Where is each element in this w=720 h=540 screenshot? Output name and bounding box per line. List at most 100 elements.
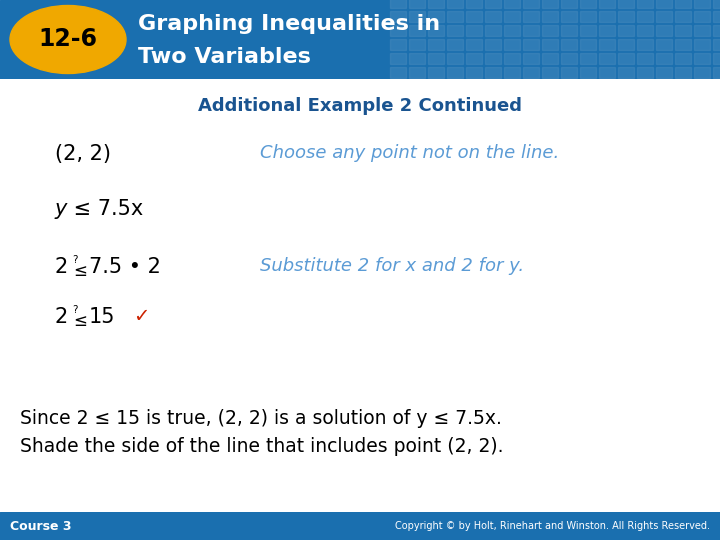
Bar (713, 39, 720, 50)
Bar (504, 39, 520, 50)
Bar (599, 67, 615, 78)
Bar (561, 25, 577, 36)
Bar (504, 0, 520, 8)
Bar (542, 25, 558, 36)
Bar (713, 0, 720, 8)
Bar (523, 53, 539, 64)
Bar (447, 39, 463, 50)
Ellipse shape (10, 5, 126, 73)
Bar (466, 25, 482, 36)
Bar (466, 67, 482, 78)
Bar (561, 11, 577, 22)
Bar (542, 53, 558, 64)
Bar (542, 67, 558, 78)
Bar (694, 39, 710, 50)
Text: Substitute 2 for x and 2 for y.: Substitute 2 for x and 2 for y. (260, 257, 524, 275)
Bar (485, 67, 501, 78)
Bar (428, 53, 444, 64)
Bar (618, 25, 634, 36)
Bar (694, 0, 710, 8)
Bar (390, 53, 406, 64)
Bar (504, 67, 520, 78)
Bar (694, 53, 710, 64)
Bar (656, 0, 672, 8)
Bar (656, 39, 672, 50)
Bar (523, 0, 539, 8)
Bar (466, 53, 482, 64)
Bar (485, 39, 501, 50)
Bar (580, 53, 596, 64)
Text: 15: 15 (89, 307, 115, 327)
Bar (504, 11, 520, 22)
Bar (390, 67, 406, 78)
Bar (409, 39, 425, 50)
Bar (580, 11, 596, 22)
Text: 7.5 • 2: 7.5 • 2 (89, 257, 161, 277)
Bar (561, 39, 577, 50)
Bar (599, 39, 615, 50)
Bar (409, 11, 425, 22)
Text: (2, 2): (2, 2) (55, 144, 111, 164)
Bar (580, 67, 596, 78)
Text: 12-6: 12-6 (38, 28, 97, 51)
Bar (580, 39, 596, 50)
Bar (656, 53, 672, 64)
Bar (637, 53, 653, 64)
Bar (523, 39, 539, 50)
Bar (466, 39, 482, 50)
Bar (580, 25, 596, 36)
Bar (637, 39, 653, 50)
Text: ?: ? (72, 305, 78, 315)
Bar (504, 25, 520, 36)
Bar (447, 25, 463, 36)
Bar (504, 53, 520, 64)
Bar (599, 11, 615, 22)
Bar (694, 25, 710, 36)
Text: ≤ 7.5x: ≤ 7.5x (67, 199, 143, 219)
Bar (637, 11, 653, 22)
Bar (542, 0, 558, 8)
Bar (447, 0, 463, 8)
Bar (580, 0, 596, 8)
Bar (523, 67, 539, 78)
Bar (542, 39, 558, 50)
Bar (409, 67, 425, 78)
Bar (542, 11, 558, 22)
Bar (390, 39, 406, 50)
Bar (713, 53, 720, 64)
Bar (618, 39, 634, 50)
Bar (485, 11, 501, 22)
Text: 2: 2 (55, 257, 68, 277)
Bar (675, 0, 691, 8)
Text: ✓: ✓ (133, 307, 149, 326)
Bar (656, 67, 672, 78)
Bar (637, 0, 653, 8)
Bar (618, 53, 634, 64)
Text: Two Variables: Two Variables (138, 47, 311, 67)
Bar (390, 0, 406, 8)
Bar (447, 67, 463, 78)
Bar (713, 67, 720, 78)
Bar (675, 25, 691, 36)
Bar (713, 25, 720, 36)
Bar (713, 11, 720, 22)
Bar (485, 0, 501, 8)
Bar (428, 0, 444, 8)
Text: Shade the side of the line that includes point (2, 2).: Shade the side of the line that includes… (20, 437, 503, 456)
Text: 2: 2 (55, 307, 68, 327)
Bar (523, 11, 539, 22)
Bar (561, 53, 577, 64)
Text: y: y (55, 199, 68, 219)
Text: Graphing Inequalities in: Graphing Inequalities in (138, 14, 440, 33)
Bar (447, 53, 463, 64)
Bar (694, 67, 710, 78)
Text: Choose any point not on the line.: Choose any point not on the line. (260, 144, 559, 162)
Bar (599, 0, 615, 8)
Text: Copyright © by Holt, Rinehart and Winston. All Rights Reserved.: Copyright © by Holt, Rinehart and Winsto… (395, 521, 710, 531)
Bar (523, 25, 539, 36)
Bar (561, 67, 577, 78)
Bar (390, 11, 406, 22)
Text: ≤: ≤ (73, 262, 87, 280)
Bar (466, 0, 482, 8)
Bar (409, 0, 425, 8)
